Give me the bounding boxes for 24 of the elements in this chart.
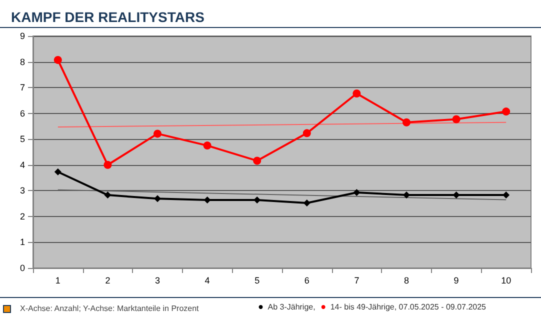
x-tick-label: 8 [404, 276, 410, 286]
x-tick-label: 5 [254, 276, 260, 286]
y-tick-label: 3 [20, 186, 25, 196]
text: X-Achse: Anzahl; Y-Achse: Marktanteile in Prozent [20, 304, 199, 313]
y-tick-label: 7 [20, 82, 25, 93]
x-tick-label: 1 [55, 276, 60, 286]
x-tick-label: 3 [154, 276, 160, 286]
y-tick-label: 5 [20, 134, 25, 144]
y-tick-label: 1 [20, 237, 25, 248]
x-tick-label: 10 [501, 276, 512, 286]
legend-label: 14- bis 49-Jährige, 07.05.2025 - 09.07.2025 [330, 302, 487, 312]
y-tick-label: 2 [20, 211, 25, 222]
x-tick-label: 9 [454, 276, 459, 286]
y-tick-label: 0 [20, 263, 25, 273]
x-tick-label: 7 [354, 276, 360, 286]
y-tick-label: 9 [20, 31, 25, 41]
x-tick-label: 4 [204, 276, 210, 286]
y-tick-label: 8 [20, 56, 25, 67]
legend-label: Ab 3-Jährige, [268, 302, 316, 312]
y-tick-label: 6 [20, 108, 25, 118]
x-tick-label: 6 [304, 276, 310, 286]
chart-title: KAMPF DER REALITYSTARS [11, 9, 204, 25]
y-tick-label: 4 [20, 160, 25, 170]
x-tick-label: 2 [105, 276, 110, 286]
